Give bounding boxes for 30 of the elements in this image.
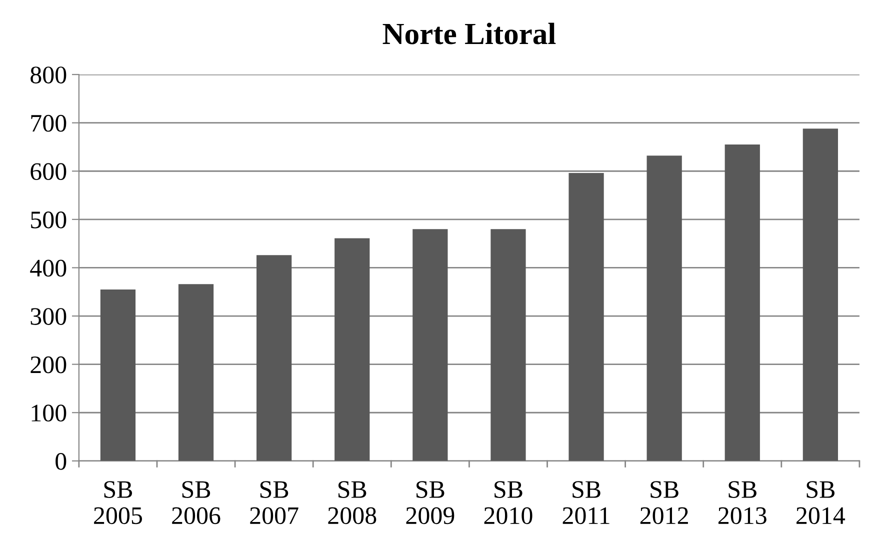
x-tick-label: SB 2013 — [718, 481, 766, 524]
y-tick-label: 400 — [30, 260, 66, 277]
bar — [334, 238, 370, 461]
x-tick-label: SB 2010 — [484, 481, 532, 524]
x-tick-label: SB 2011 — [562, 481, 610, 524]
y-tick-label: 300 — [30, 308, 66, 325]
bar — [568, 173, 604, 461]
x-tick-label: SB 2012 — [640, 481, 688, 524]
bar — [646, 156, 682, 461]
y-tick-label: 100 — [32, 404, 66, 422]
x-tick-label: SB 2014 — [796, 481, 846, 524]
x-tick-label: SB 2008 — [328, 481, 376, 524]
bar — [412, 229, 448, 461]
chart-title: Norte Litoral — [382, 22, 556, 44]
x-tick-label: SB 2006 — [172, 481, 220, 524]
y-tick-label: 0 — [56, 452, 66, 470]
x-tick-label: SB 2005 — [94, 481, 142, 524]
y-tick-label: 500 — [31, 211, 66, 228]
bar — [802, 128, 838, 461]
y-tick-label: 600 — [30, 163, 66, 180]
bar — [724, 144, 760, 461]
bar — [178, 284, 214, 461]
bar — [256, 255, 292, 461]
x-tick-label: SB 2007 — [250, 481, 298, 524]
y-tick-label: 700 — [31, 114, 66, 132]
x-tick-label: SB 2009 — [406, 481, 454, 524]
bar — [490, 229, 526, 461]
y-tick-label: 800 — [30, 66, 66, 84]
bar — [100, 289, 136, 461]
y-tick-label: 200 — [30, 356, 66, 374]
